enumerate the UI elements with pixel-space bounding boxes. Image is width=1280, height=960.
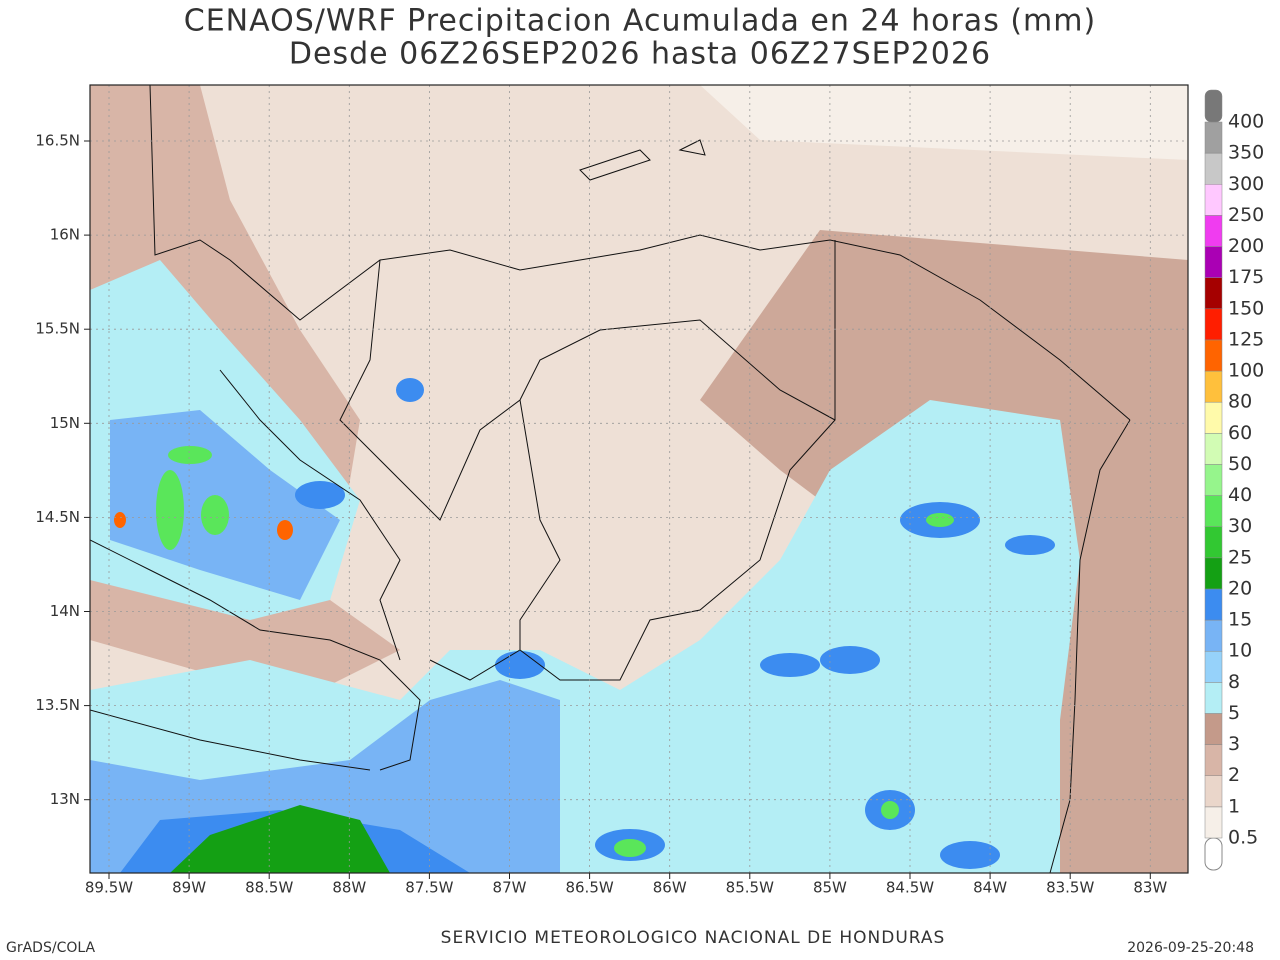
colorbar-swatch: [1204, 121, 1223, 154]
colorbar-label: 50: [1228, 453, 1252, 475]
colorbar-label: 1: [1228, 795, 1240, 817]
lon-label: 87W: [493, 879, 527, 897]
colorbar-swatch: [1204, 152, 1223, 185]
lon-label: 88.5W: [245, 879, 293, 897]
colorbar-bottom: [1204, 837, 1223, 871]
colorbar-swatch: [1204, 713, 1223, 745]
colorbar-label: 350: [1228, 142, 1264, 164]
lon-label: 88W: [332, 879, 366, 897]
map-frame: [89, 84, 1189, 874]
colorbar-label: 30: [1228, 515, 1252, 537]
colorbar-swatch: [1204, 588, 1223, 621]
colorbar-swatch: [1204, 89, 1223, 123]
colorbar-swatch: [1204, 184, 1223, 216]
colorbar-label: 300: [1228, 173, 1264, 195]
footer-right: 2026-09-25-20:48: [1127, 940, 1254, 956]
title: CENAOS/WRF Precipitacion Acumulada en 24…: [184, 4, 1096, 39]
colorbar-swatch: [1204, 464, 1223, 496]
colorbar-label: 200: [1228, 235, 1264, 257]
colorbar-label: 80: [1228, 391, 1252, 413]
colorbar-label: 20: [1228, 577, 1252, 599]
lon-label: 83W: [1133, 879, 1167, 897]
lon-label: 89W: [172, 879, 206, 897]
lat-label: 15.5N: [35, 320, 80, 338]
lat-label: 15N: [50, 414, 80, 432]
lon-label: 84.5W: [886, 879, 934, 897]
colorbar-swatch: [1204, 650, 1223, 683]
colorbar-label: 25: [1228, 546, 1252, 568]
colorbar-swatch: [1204, 401, 1223, 434]
colorbar-swatch: [1204, 619, 1223, 652]
colorbar-label: 150: [1228, 297, 1264, 319]
colorbar-swatch: [1204, 744, 1223, 776]
lon-label: 86W: [653, 879, 687, 897]
lon-label: 85.5W: [726, 879, 774, 897]
colorbar-label: 15: [1228, 609, 1252, 631]
lat-label: 13.5N: [35, 696, 80, 714]
footer-left: GrADS/COLA: [6, 940, 95, 956]
lat-label: 14N: [50, 602, 80, 620]
colorbar-label: 40: [1228, 484, 1252, 506]
lon-label: 87.5W: [405, 879, 453, 897]
colorbar-label: 250: [1228, 204, 1264, 226]
lon-label: 84W: [973, 879, 1007, 897]
lon-label: 86.5W: [565, 879, 613, 897]
colorbar-swatch: [1204, 557, 1223, 590]
colorbar: 0.5 1 2 3 5 8 10 15 20 25 30 40 50 60 80 100 125 150 175 20…: [1204, 89, 1264, 871]
subtitle: Desde 06Z26SEP2026 hasta 06Z27SEP2026: [289, 37, 991, 72]
colorbar-swatch: [1204, 526, 1223, 559]
colorbar-label: 3: [1228, 733, 1240, 755]
colorbar-swatch: [1204, 308, 1223, 341]
colorbar-label: 400: [1228, 111, 1264, 133]
colorbar-swatch: [1204, 277, 1223, 310]
lon-label: 83.5W: [1046, 879, 1094, 897]
lat-label: 14.5N: [35, 508, 80, 526]
colorbar-label: 125: [1228, 328, 1264, 350]
colorbar-swatch: [1204, 495, 1223, 527]
colorbar-swatch: [1204, 775, 1223, 808]
colorbar-label: 10: [1228, 640, 1252, 662]
colorbar-swatch: [1204, 433, 1223, 465]
colorbar-label: 5: [1228, 702, 1240, 724]
colorbar-label: 8: [1228, 671, 1240, 693]
colorbar-label: 2: [1228, 764, 1240, 786]
lat-label: 13N: [50, 790, 80, 808]
colorbar-label: 60: [1228, 422, 1252, 444]
lat-label: 16.5N: [35, 132, 80, 150]
colorbar-swatch: [1204, 806, 1223, 839]
colorbar-swatch: [1204, 370, 1223, 403]
lat-label: 16N: [50, 226, 80, 244]
lon-label: 85W: [813, 879, 847, 897]
colorbar-label: 0.5: [1228, 827, 1258, 849]
colorbar-swatch: [1204, 215, 1223, 247]
colorbar-label: 100: [1228, 360, 1264, 382]
lon-label: 89.5W: [85, 879, 133, 897]
colorbar-swatch: [1204, 246, 1223, 278]
colorbar-swatch: [1204, 339, 1223, 372]
colorbar-label: 175: [1228, 266, 1264, 288]
precip-field: [90, 85, 1188, 873]
footer-center: SERVICIO METEOROLOGICO NACIONAL DE HONDU…: [441, 928, 946, 948]
colorbar-swatch: [1204, 682, 1223, 714]
